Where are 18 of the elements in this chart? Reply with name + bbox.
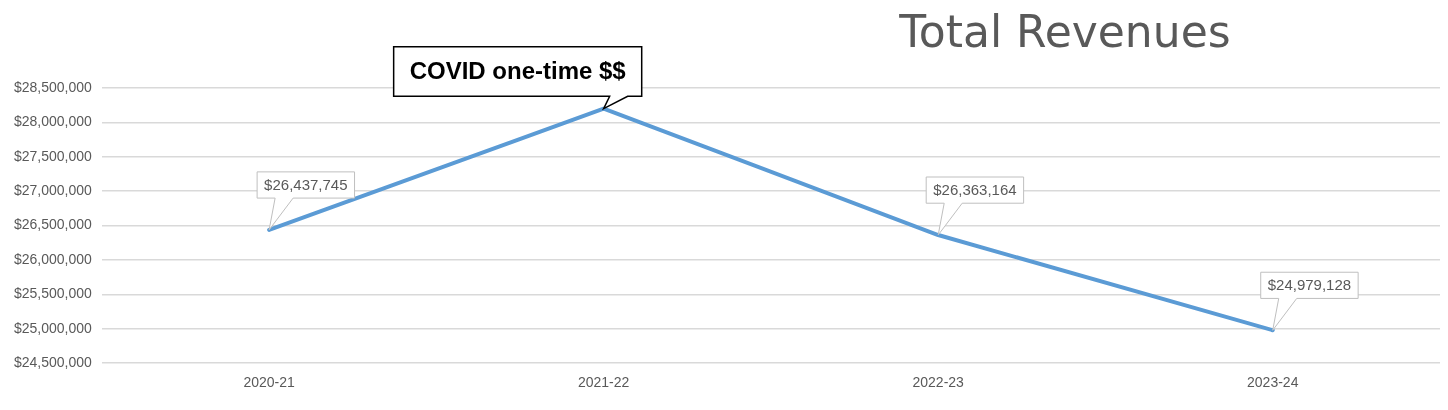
y-tick-label: $27,000,000: [14, 182, 93, 199]
x-tick-label: 2023-24: [1247, 374, 1299, 391]
annotation: COVID one-time $$: [409, 57, 627, 85]
y-tick-label: $26,000,000: [14, 250, 93, 267]
data-label: $26,437,745: [264, 176, 348, 194]
x-tick-label: 2020-21: [243, 374, 296, 391]
y-tick-label: $25,500,000: [14, 285, 93, 302]
y-tick-label: $28,500,000: [14, 78, 93, 95]
y-tick-label: $24,500,000: [14, 354, 93, 371]
data-label: $24,979,128: [1267, 276, 1352, 294]
y-tick-label: $26,500,000: [14, 216, 93, 233]
y-tick-label: $28,000,000: [14, 113, 93, 130]
x-tick-label: 2021-22: [577, 374, 630, 391]
x-tick-label: 2022-23: [912, 374, 965, 391]
y-tick-label: $27,500,000: [14, 147, 93, 164]
chart-title: Total Revenues: [898, 6, 1232, 57]
data-label: $26,363,164: [933, 181, 1017, 199]
y-tick-label: $25,000,000: [14, 319, 93, 336]
